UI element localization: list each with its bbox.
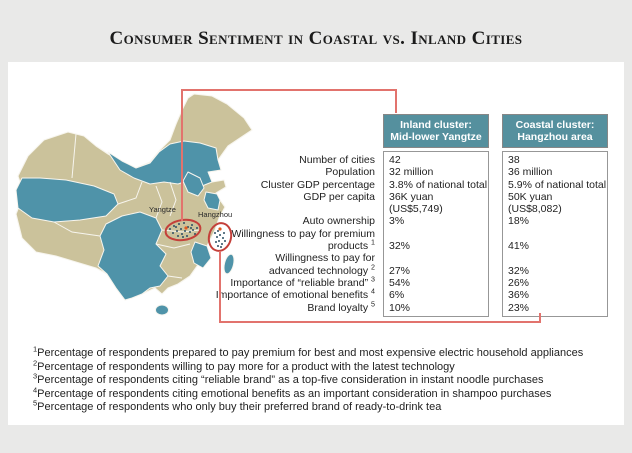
coastal-value: 36 million: [508, 166, 553, 179]
header-gap: [489, 114, 502, 148]
footnote: 3Percentage of respondents citing “relia…: [33, 371, 544, 386]
row-label: Importance of emotional benefits 4: [215, 287, 375, 302]
inland-header: Inland cluster: Mid-lower Yangtze: [383, 114, 489, 148]
footnote: 2Percentage of respondents willing to pa…: [33, 357, 455, 373]
inland-value: 42: [389, 154, 401, 166]
coastal-header: Coastal cluster: Hangzhou area: [502, 114, 608, 148]
coastal-value: 32%: [508, 264, 530, 277]
row-label: Importance of “reliable brand” 3: [230, 275, 375, 289]
table-row: Population 32 million 36 million: [168, 166, 608, 178]
table-header-row: Inland cluster: Mid-lower Yangtze Coasta…: [168, 114, 608, 148]
footnotes: 1Percentage of respondents prepared to p…: [33, 344, 618, 415]
coastal-value: 18%: [508, 215, 530, 228]
row-label: Brand loyalty 5: [307, 300, 375, 314]
table-rows: Number of cities 42 38 Population 32 million…: [168, 151, 608, 317]
row-label: Cluster GDP percentage: [260, 178, 375, 191]
header-spacer: [168, 114, 383, 148]
coastal-value: 26%: [508, 276, 530, 289]
yangtze-label: Yangtze: [149, 205, 176, 214]
row-label: GDP per capita: [303, 190, 375, 203]
footnote: 1Percentage of respondents prepared to p…: [33, 344, 584, 359]
inland-value: 3%: [389, 215, 405, 228]
comparison-table: Inland cluster: Mid-lower Yangtze Coasta…: [168, 114, 608, 317]
inland-value: 32%: [389, 240, 411, 253]
table-row: Brand loyalty 5 10% 23%: [168, 300, 608, 314]
table-row: Importance of “reliable brand” 3 54% 26%: [168, 275, 608, 289]
inland-value: 36K yuan (US$5,749): [389, 190, 443, 216]
row-label: Population: [325, 166, 375, 179]
inland-value: 27%: [389, 264, 411, 277]
row-label: Number of cities: [299, 154, 375, 166]
inland-value: 10%: [389, 301, 411, 314]
table-row: Willingness to pay for advanced technolo…: [168, 252, 608, 277]
inland-value: 3.8% of national total: [389, 178, 488, 191]
coastal-value: 38: [508, 154, 520, 166]
table-row: GDP per capita 36K yuan (US$5,749) 50K yua…: [168, 191, 608, 216]
coastal-value: 23%: [508, 301, 530, 314]
page-title: Consumer Sentiment in Coastal vs. Inland…: [109, 28, 523, 49]
row-label: Willingness to pay for premium products …: [231, 227, 375, 253]
row-label: Auto ownership: [302, 215, 375, 228]
coastal-value: 50K yuan (US$8,082): [508, 190, 562, 216]
row-label: Willingness to pay for advanced technolo…: [268, 252, 375, 277]
footnote: 4Percentage of respondents citing emotio…: [33, 384, 552, 400]
coastal-value: 5.9% of national total: [508, 178, 607, 191]
inland-value: 6%: [389, 289, 405, 302]
inland-value: 32 million: [389, 166, 434, 179]
coastal-value: 41%: [508, 240, 530, 253]
footnote: 5Percentage of respondents who only buy …: [33, 398, 442, 413]
table-row: Importance of emotional benefits 4 6% 36%: [168, 287, 608, 302]
table-row: Number of cities 42 38: [168, 154, 608, 166]
coastal-value: 36%: [508, 289, 530, 302]
table-row: Auto ownership 3% 18%: [168, 215, 608, 227]
table-row: Cluster GDP percentage 3.8% of national t…: [168, 179, 608, 191]
table-row: Willingness to pay for premium products …: [168, 228, 608, 253]
inland-value: 54%: [389, 276, 411, 289]
